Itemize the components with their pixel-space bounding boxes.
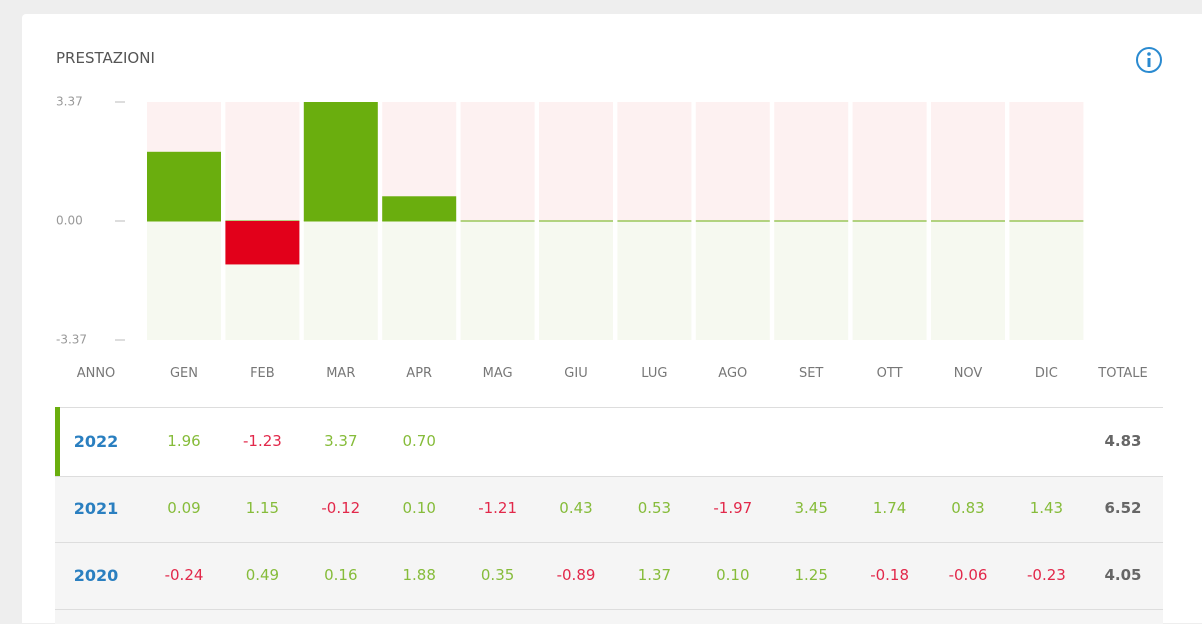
value-cell: 0.35 [480, 565, 515, 584]
total-cell: 6.52 [1104, 499, 1142, 517]
header-cell: AGO [718, 366, 748, 381]
bar [147, 151, 221, 221]
info-icon-stem [1147, 58, 1151, 67]
value-cell: -0.89 [556, 565, 596, 584]
bar [225, 221, 300, 265]
info-icon[interactable] [1136, 47, 1162, 73]
y-tick-label: 0.00 [56, 214, 83, 228]
value-cell: -1.23 [242, 431, 282, 450]
year-cell: 2022 [73, 431, 119, 451]
value-cell: 1.15 [245, 499, 280, 517]
value-cell: 0.09 [167, 499, 201, 517]
value-cell: -0.12 [321, 499, 361, 517]
value-cell: 0.70 [402, 431, 436, 450]
header-cell: MAR [326, 366, 356, 381]
bar [303, 102, 378, 221]
value-cell: 1.25 [794, 565, 828, 584]
value-cell: -0.24 [164, 565, 204, 584]
y-tick-label: -3.37 [56, 333, 87, 347]
header-cell: LUG [641, 366, 668, 381]
value-cell: 0.49 [245, 565, 280, 584]
year-cell: 2020 [73, 565, 119, 585]
bg-negative [303, 221, 378, 340]
value-cell: 1.88 [402, 565, 436, 584]
value-cell: 0.83 [951, 499, 985, 517]
total-cell: 4.05 [1104, 565, 1142, 584]
bg-positive [1009, 102, 1084, 221]
header-cell: OTT [876, 366, 903, 381]
bg-positive [695, 102, 770, 221]
header-cell: APR [406, 366, 433, 381]
bg-positive [460, 102, 535, 221]
info-icon-dot [1147, 52, 1151, 56]
bg-negative [382, 221, 457, 340]
y-tick-label: 3.37 [56, 95, 83, 109]
header-cell: ANNO [76, 366, 116, 381]
bg-negative [852, 221, 927, 340]
bar [382, 196, 457, 221]
value-cell: 0.10 [716, 565, 750, 584]
year-cell: 2021 [73, 499, 119, 518]
bg-negative [147, 221, 221, 340]
value-cell: 0.10 [402, 499, 436, 517]
bg-positive [617, 102, 692, 221]
value-cell: -1.97 [713, 499, 753, 517]
value-cell: -0.18 [870, 565, 909, 584]
bg-negative [460, 221, 535, 340]
value-cell: -0.23 [1026, 565, 1066, 584]
value-cell: 1.96 [167, 431, 201, 450]
value-cell: 1.74 [872, 499, 907, 517]
value-cell: -1.21 [478, 499, 517, 517]
bg-positive [539, 102, 613, 221]
header-cell: TOTALE [1098, 366, 1148, 381]
table-row [55, 542, 1163, 610]
value-cell: 0.43 [559, 499, 593, 517]
bg-negative [539, 221, 613, 340]
header-cell: MAG [482, 366, 513, 381]
table-row [55, 609, 1163, 624]
header-cell: DIC [1034, 366, 1058, 381]
row-highlight [55, 407, 60, 476]
value-cell: 1.37 [637, 565, 672, 584]
value-cell: -0.06 [948, 565, 988, 584]
header-cell: GEN [169, 366, 198, 381]
bg-positive [774, 102, 849, 221]
header-cell: GIU [564, 366, 588, 381]
table-row [55, 407, 1163, 477]
header-cell: FEB [250, 366, 275, 381]
value-cell: 3.37 [324, 431, 358, 450]
bg-negative [1009, 221, 1084, 340]
header-cell: NOV [953, 366, 983, 381]
bg-negative [774, 221, 849, 340]
bg-negative [931, 221, 1005, 340]
bg-positive [225, 102, 300, 221]
bg-positive [931, 102, 1005, 221]
value-cell: 0.16 [324, 565, 358, 584]
value-cell: 1.43 [1029, 499, 1064, 517]
bg-positive [852, 102, 927, 221]
bg-negative [617, 221, 692, 340]
total-cell: 4.83 [1104, 431, 1142, 450]
value-cell: 3.45 [794, 499, 828, 517]
table-row [55, 476, 1163, 543]
bg-negative [695, 221, 770, 340]
header-cell: SET [798, 366, 824, 381]
section-title: PRESTAZIONI [56, 49, 155, 67]
value-cell: 0.53 [637, 499, 672, 517]
